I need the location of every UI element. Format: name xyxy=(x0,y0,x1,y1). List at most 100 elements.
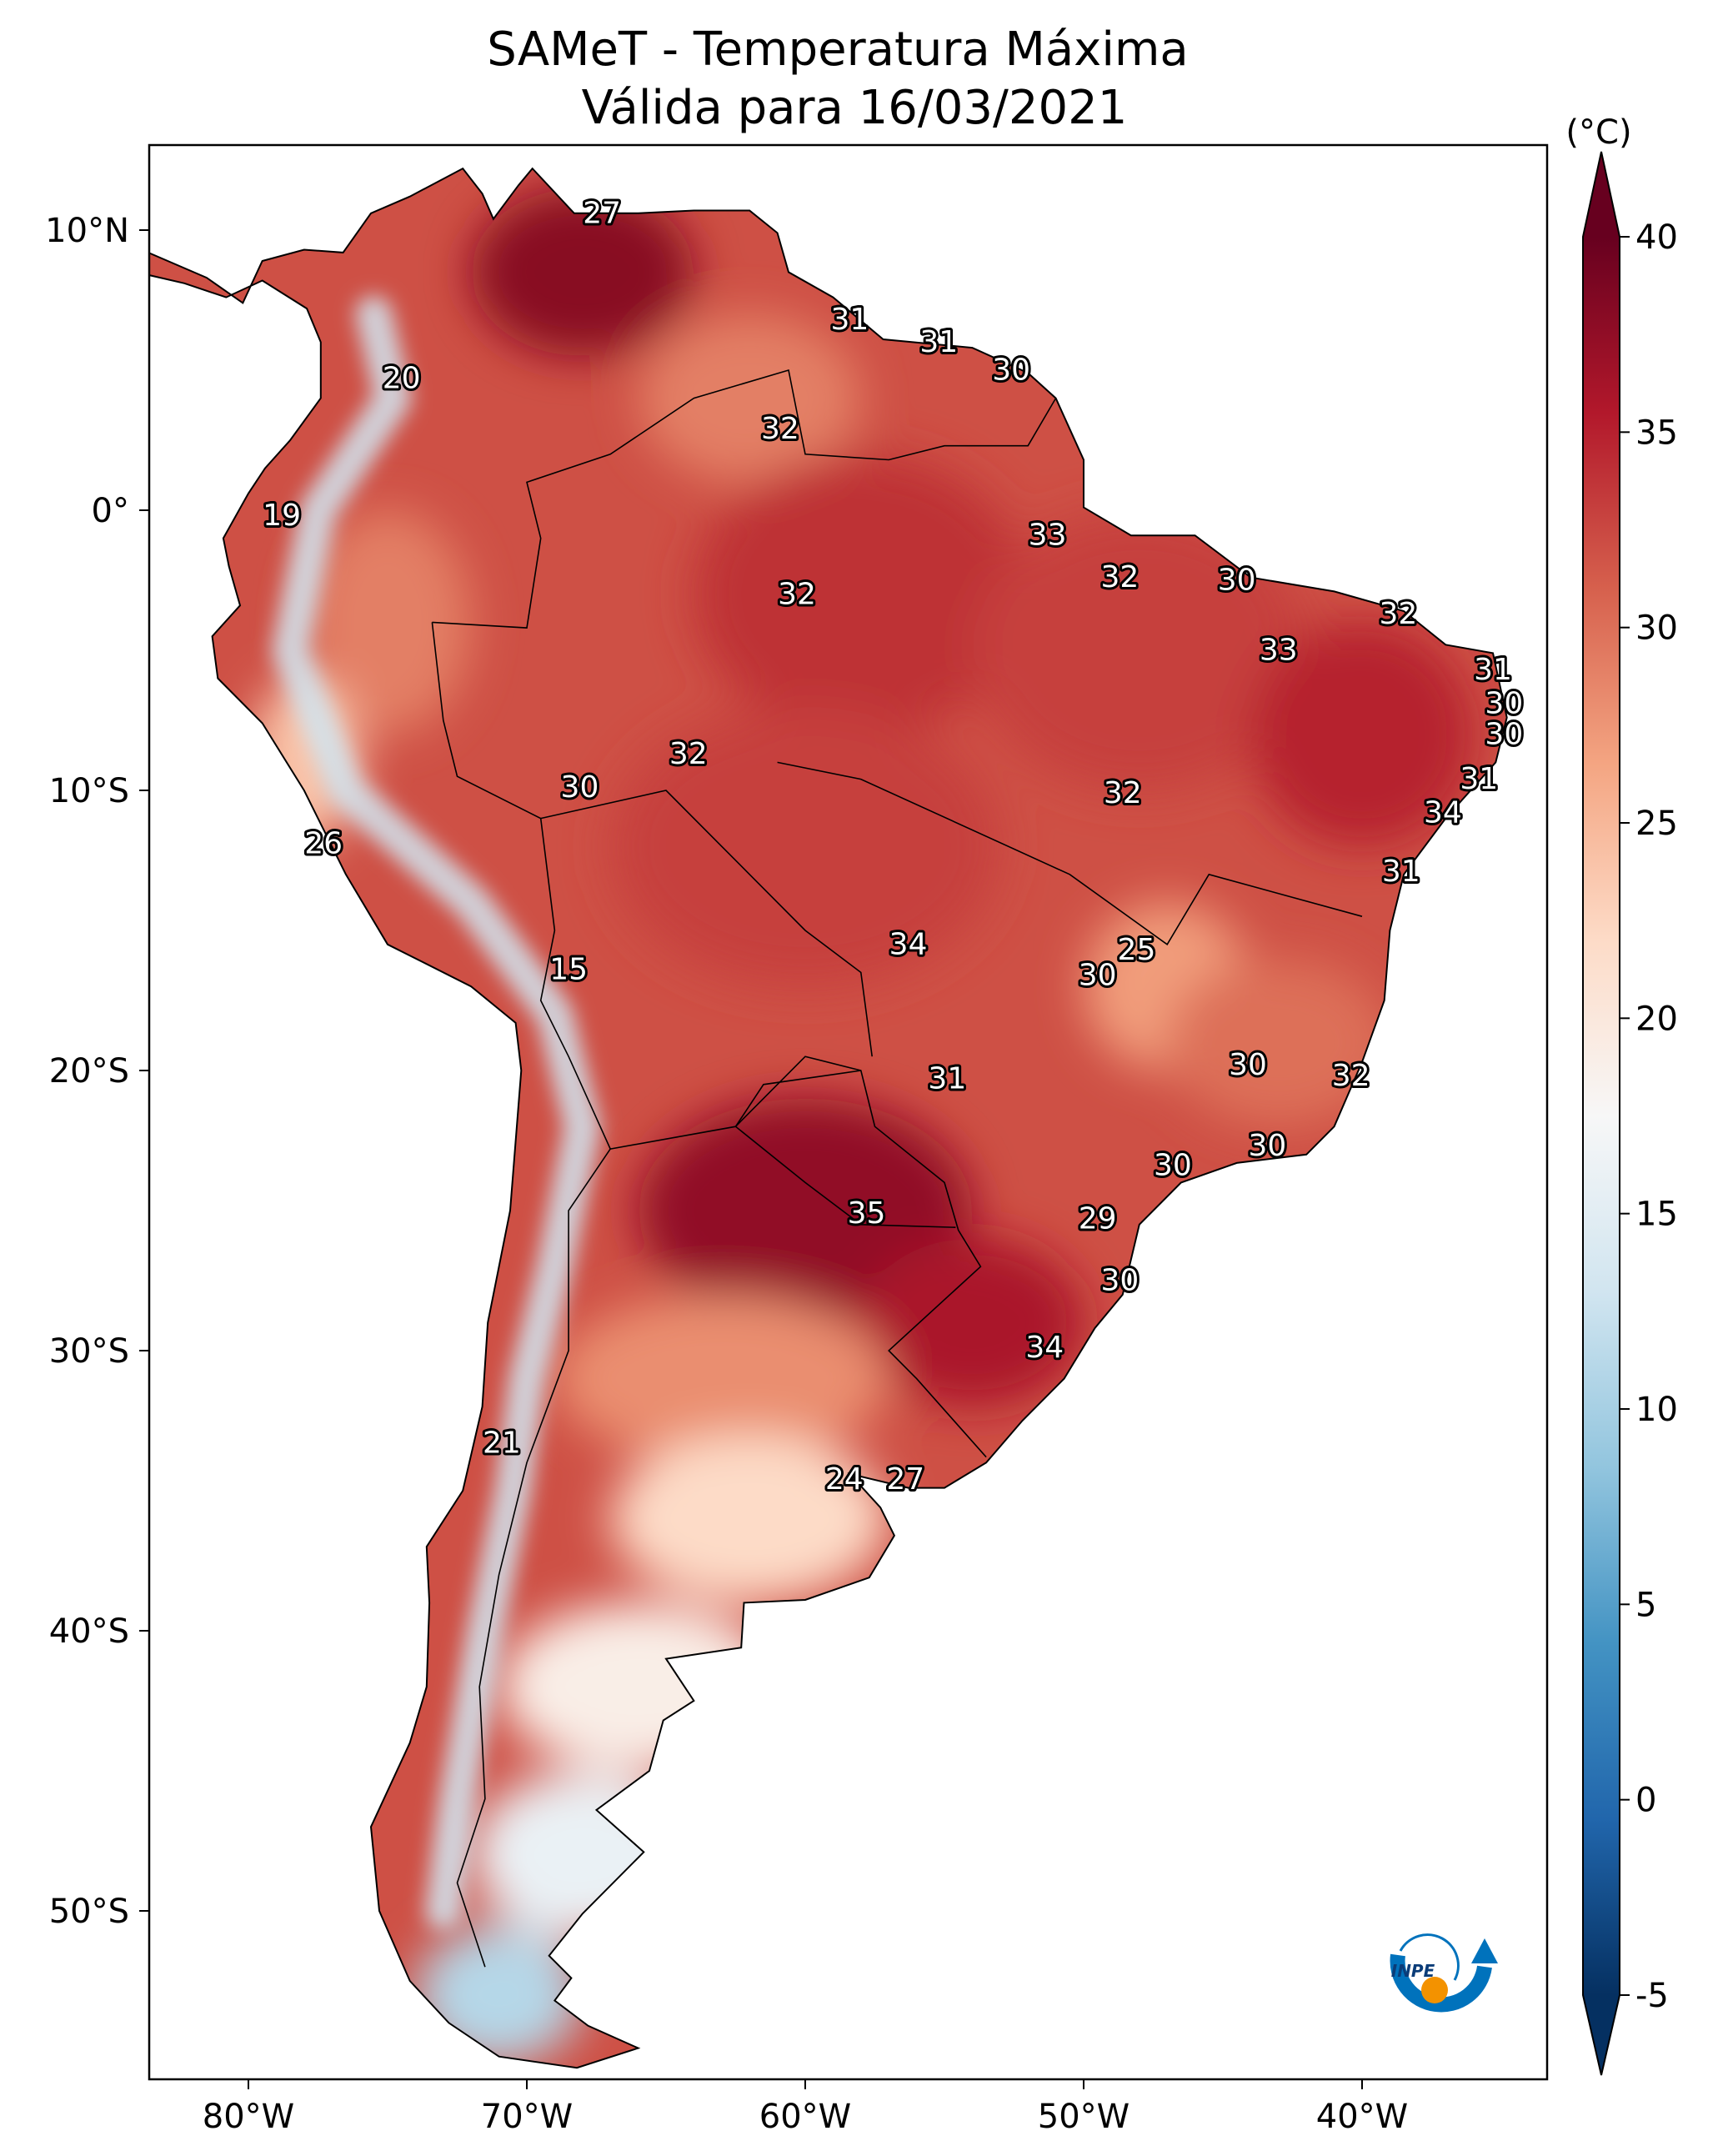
temperature-value-label: 32 xyxy=(669,737,708,771)
temperature-blob xyxy=(1167,958,1390,1127)
colorbar-tick-label: 25 xyxy=(1635,805,1678,843)
temperature-value-label: 25 xyxy=(1118,933,1156,967)
temperature-value-label: 30 xyxy=(1249,1129,1287,1163)
temperature-blob xyxy=(694,454,1029,735)
temperature-value-label: 34 xyxy=(1025,1331,1064,1365)
temperature-value-label: 31 xyxy=(919,325,958,359)
chart-subtitle: Válida para 16/03/2021 xyxy=(582,81,1128,135)
temperature-value-label: 32 xyxy=(1104,776,1142,810)
colorbar-tick-label: 10 xyxy=(1635,1391,1678,1429)
temperature-value-label: 33 xyxy=(1260,634,1298,668)
colorbar-tick-label: 20 xyxy=(1635,1000,1678,1038)
temperature-value-label: 32 xyxy=(761,412,799,446)
temperature-value-label: 19 xyxy=(263,499,301,533)
lat-tick-label: 10°S xyxy=(49,772,129,810)
temperature-blob xyxy=(610,1434,889,1603)
temperature-value-label: 32 xyxy=(1332,1059,1370,1093)
temperature-value-label: 27 xyxy=(886,1462,924,1497)
country-border xyxy=(431,622,987,1458)
colorbar-tick-label: 15 xyxy=(1635,1196,1678,1234)
lon-tick-label: 60°W xyxy=(759,2098,851,2136)
logo-arrow-icon xyxy=(1471,1938,1498,1963)
country-border xyxy=(540,790,873,1057)
temperature-value-label: 31 xyxy=(928,1062,966,1096)
temperature-value-label: 15 xyxy=(549,953,588,987)
lat-tick-label: 30°S xyxy=(49,1332,129,1371)
temperature-value-label: 30 xyxy=(1485,717,1523,751)
temperature-value-label: 32 xyxy=(1101,560,1139,594)
coastline xyxy=(149,167,1508,2069)
country-border xyxy=(777,761,1363,945)
temperature-value-label: 30 xyxy=(1079,958,1117,992)
colorbar: (°C) -5 0 5 10 15 20 25 30 35 40 xyxy=(1565,113,1678,2076)
temperature-blob xyxy=(554,1294,889,1463)
temperature-value-label: 21 xyxy=(483,1426,521,1460)
colorbar-tick-label: 40 xyxy=(1635,218,1678,257)
lon-tick-label: 80°W xyxy=(203,2098,294,2136)
temperature-value-label: 34 xyxy=(889,927,928,961)
temperature-value-label: 33 xyxy=(1029,519,1067,553)
temperature-blob xyxy=(638,313,861,483)
logo-ring xyxy=(1399,1933,1460,1981)
colorbar-tick-label: 35 xyxy=(1635,414,1678,452)
inpe-logo: INPE xyxy=(1390,1933,1498,2013)
temperature-blob xyxy=(1250,622,1474,847)
temperature-value-label: 30 xyxy=(1154,1149,1192,1183)
lat-tick-label: 40°S xyxy=(49,1612,129,1651)
country-border xyxy=(734,1070,956,1228)
colorbar-ticks: -5 0 5 10 15 20 25 30 35 40 xyxy=(1620,218,1678,2015)
temperature-value-label: 29 xyxy=(1079,1202,1117,1236)
colorbar-tick-label: -5 xyxy=(1635,1977,1669,2015)
colorbar-extend-min xyxy=(1583,1995,1620,2075)
temperature-value-label: 30 xyxy=(1101,1264,1139,1298)
longitude-axis: 80°W 70°W 60°W 50°W 40°W xyxy=(203,2079,1408,2136)
temperature-value-label: 31 xyxy=(831,303,869,337)
country-border xyxy=(456,1148,611,1968)
temperature-value-label: 31 xyxy=(1460,762,1498,796)
temperature-value-label: 26 xyxy=(304,826,343,860)
map-frame xyxy=(148,143,1549,2081)
lat-tick-label: 20°S xyxy=(49,1052,129,1091)
lat-tick-label: 0° xyxy=(92,492,129,530)
lon-tick-label: 70°W xyxy=(481,2098,573,2136)
chart-title: SAMeT - Temperatura Máxima xyxy=(487,23,1189,77)
andes-cold-band xyxy=(272,295,601,1929)
temperature-value-label: 30 xyxy=(1229,1048,1267,1082)
lat-tick-label: 50°S xyxy=(49,1893,129,1931)
country-borders xyxy=(431,369,1363,1968)
colorbar-gradient xyxy=(1583,237,1620,1995)
temperature-blob xyxy=(471,188,694,357)
temperature-value-label: 30 xyxy=(1485,686,1523,720)
temperature-blob xyxy=(610,706,1000,987)
colorbar-unit-label: (°C) xyxy=(1565,113,1631,152)
colorbar-tick-label: 0 xyxy=(1635,1782,1656,1820)
temperature-value-label: 24 xyxy=(825,1462,864,1497)
temperature-blob xyxy=(303,510,472,735)
temperature-value-label: 32 xyxy=(778,577,816,611)
temperature-value-label: 32 xyxy=(1380,597,1418,631)
logo-orange-dot xyxy=(1421,1977,1448,2003)
temperature-value-label: 30 xyxy=(992,353,1030,388)
temperature-blob xyxy=(498,1602,778,1771)
temperature-value-label: 30 xyxy=(1218,564,1256,598)
temperature-value-label: 20 xyxy=(383,362,421,396)
andes-band xyxy=(272,295,601,1929)
temperature-value-label: 31 xyxy=(1382,855,1420,889)
colorbar-tick-label: 30 xyxy=(1635,609,1678,648)
temperature-value-label: 27 xyxy=(583,196,621,230)
logo-swoosh xyxy=(1390,1953,1492,2013)
temperature-value-label: 35 xyxy=(848,1196,886,1231)
latitude-axis: 10°N 0° 10°S 20°S 30°S 40°S 50°S xyxy=(45,212,149,1931)
temperature-blob xyxy=(860,1238,1084,1407)
temperature-value-label: 31 xyxy=(1474,653,1512,687)
colorbar-tick-label: 5 xyxy=(1635,1586,1656,1624)
temperature-blob xyxy=(638,1098,973,1323)
colorbar-extend-max xyxy=(1583,152,1620,237)
temperature-blob xyxy=(972,510,1307,790)
lon-tick-label: 50°W xyxy=(1038,2098,1129,2136)
lon-tick-label: 40°W xyxy=(1316,2098,1408,2136)
temperature-value-label: 34 xyxy=(1424,795,1462,830)
